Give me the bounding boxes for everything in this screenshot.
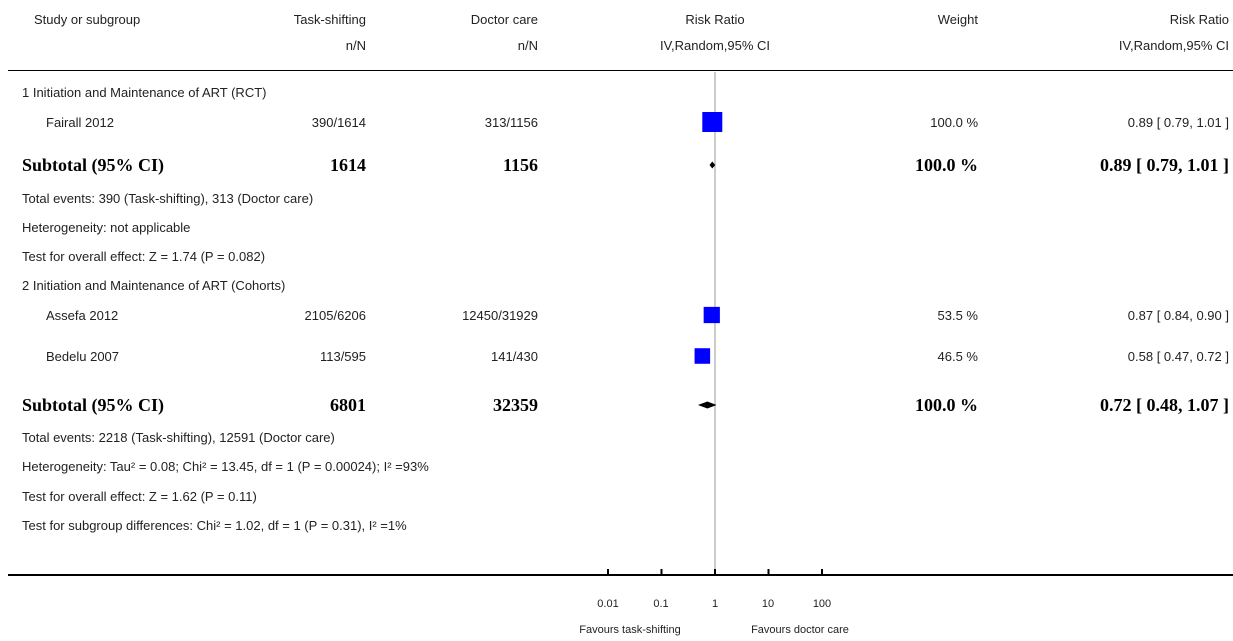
subtotal-1-weight: 100.0 % xyxy=(915,155,978,175)
subtotal-1-dc: 1156 xyxy=(502,155,538,175)
header-risk-ratio-2-sub: IV,Random,95% CI xyxy=(1118,38,1229,53)
study-2-name: Assefa 2012 xyxy=(46,308,119,323)
header-risk-ratio-sub: IV,Random,95% CI xyxy=(659,38,771,53)
subtotal-1-ci: 0.89 [ 0.79, 1.01 ] xyxy=(1100,155,1229,175)
header-study: Study or subgroup xyxy=(34,12,141,27)
subtotal-1-label: Subtotal (95% CI) xyxy=(22,155,165,175)
header-risk-ratio-2: Risk Ratio xyxy=(1169,12,1229,27)
header-weight: Weight xyxy=(937,12,978,27)
subtotal-2-label: Subtotal (95% CI) xyxy=(22,395,165,415)
study-2-ci: 0.87 [ 0.84, 0.90 ] xyxy=(1127,308,1229,323)
tick-label-1: 0.1 xyxy=(653,598,669,610)
group-1-heterogeneity: Heterogeneity: not applicable xyxy=(22,220,191,235)
tick-label-0: 0.01 xyxy=(597,598,619,610)
header-rule xyxy=(8,70,1233,71)
study-marker-2 xyxy=(703,306,720,324)
study-2-weight: 53.5 % xyxy=(937,308,978,323)
header-task-shifting: Task-shifting xyxy=(293,12,366,27)
header-doctor-care: Doctor care xyxy=(470,12,538,27)
favours-task-shifting: Favours task-shifting xyxy=(579,624,681,636)
subtotal-diamond-2 xyxy=(697,401,717,409)
subtotal-2-ts: 6801 xyxy=(330,395,366,415)
favours-doctor-care: Favours doctor care xyxy=(751,624,849,636)
study-3-weight: 46.5 % xyxy=(937,349,978,364)
group-1-title: 1 Initiation and Maintenance of ART (RCT… xyxy=(22,85,267,100)
subtotal-1-ts: 1614 xyxy=(330,155,366,175)
study-3-dc: 141/430 xyxy=(491,349,538,364)
study-1-name: Fairall 2012 xyxy=(46,115,114,130)
group-2-overall-effect: Test for overall effect: Z = 1.62 (P = 0… xyxy=(22,489,257,504)
tick-label-2: 1 xyxy=(711,598,719,610)
header-risk-ratio: Risk Ratio xyxy=(685,12,745,27)
subtotal-2-weight: 100.0 % xyxy=(915,395,978,415)
study-2-dc: 12450/31929 xyxy=(462,308,538,323)
study-1-ci: 0.89 [ 0.79, 1.01 ] xyxy=(1127,115,1229,130)
subtotal-diamond-1 xyxy=(709,161,716,169)
subtotal-2-dc: 32359 xyxy=(493,395,538,415)
study-marker-1 xyxy=(702,112,723,132)
subtotal-2-ci: 0.72 [ 0.48, 1.07 ] xyxy=(1100,395,1229,415)
study-1-dc: 313/1156 xyxy=(484,115,538,130)
header-doctor-care-sub: n/N xyxy=(517,38,538,53)
study-3-ts: 113/595 xyxy=(319,349,366,364)
study-1-ts: 390/1614 xyxy=(311,115,366,130)
tick-label-4: 100 xyxy=(812,598,832,610)
group-2-title: 2 Initiation and Maintenance of ART (Coh… xyxy=(22,278,286,293)
subgroup-differences: Test for subgroup differences: Chi² = 1.… xyxy=(22,518,407,533)
group-2-heterogeneity: Heterogeneity: Tau² = 0.08; Chi² = 13.45… xyxy=(22,459,429,474)
study-2-ts: 2105/6206 xyxy=(304,308,366,323)
group-1-overall-effect: Test for overall effect: Z = 1.74 (P = 0… xyxy=(22,249,266,264)
study-3-name: Bedelu 2007 xyxy=(46,349,120,364)
tick-label-3: 10 xyxy=(761,598,775,610)
study-marker-3 xyxy=(694,348,711,364)
header-task-shifting-sub: n/N xyxy=(345,38,366,53)
group-2-events: Total events: 2218 (Task-shifting), 1259… xyxy=(22,430,335,445)
study-1-weight: 100.0 % xyxy=(930,115,978,130)
group-1-events: Total events: 390 (Task-shifting), 313 (… xyxy=(22,191,314,206)
study-3-ci: 0.58 [ 0.47, 0.72 ] xyxy=(1127,349,1229,364)
